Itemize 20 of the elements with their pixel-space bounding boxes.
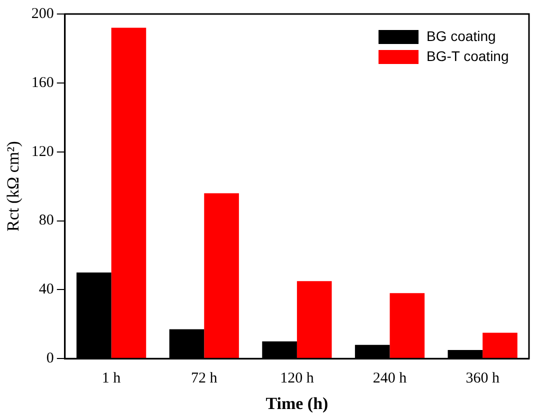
y-tick-label: 200 bbox=[31, 6, 54, 22]
bar bbox=[296, 281, 332, 358]
x-tick-label: 1 h bbox=[102, 370, 122, 387]
bar bbox=[482, 332, 518, 358]
x-tick-label: 72 h bbox=[191, 370, 218, 387]
y-tick-label: 40 bbox=[38, 282, 54, 298]
x-tick-label: 120 h bbox=[280, 370, 314, 387]
x-axis-title: Time (h) bbox=[266, 394, 328, 414]
legend-label: BG coating bbox=[426, 28, 496, 44]
x-tick-label: 360 h bbox=[466, 370, 500, 387]
bar bbox=[390, 293, 425, 358]
y-tick-label: 80 bbox=[38, 212, 54, 229]
bar bbox=[204, 193, 239, 358]
y-tick-label: 160 bbox=[31, 74, 54, 91]
y-tick-label: 120 bbox=[31, 144, 54, 160]
bar bbox=[111, 28, 146, 358]
x-tick-label: 240 h bbox=[372, 370, 408, 387]
y-tick-label: 0 bbox=[46, 350, 54, 367]
legend-label: BG-T coating bbox=[426, 48, 509, 64]
y-axis-title: Rct (kΩ cm²) bbox=[4, 141, 23, 232]
